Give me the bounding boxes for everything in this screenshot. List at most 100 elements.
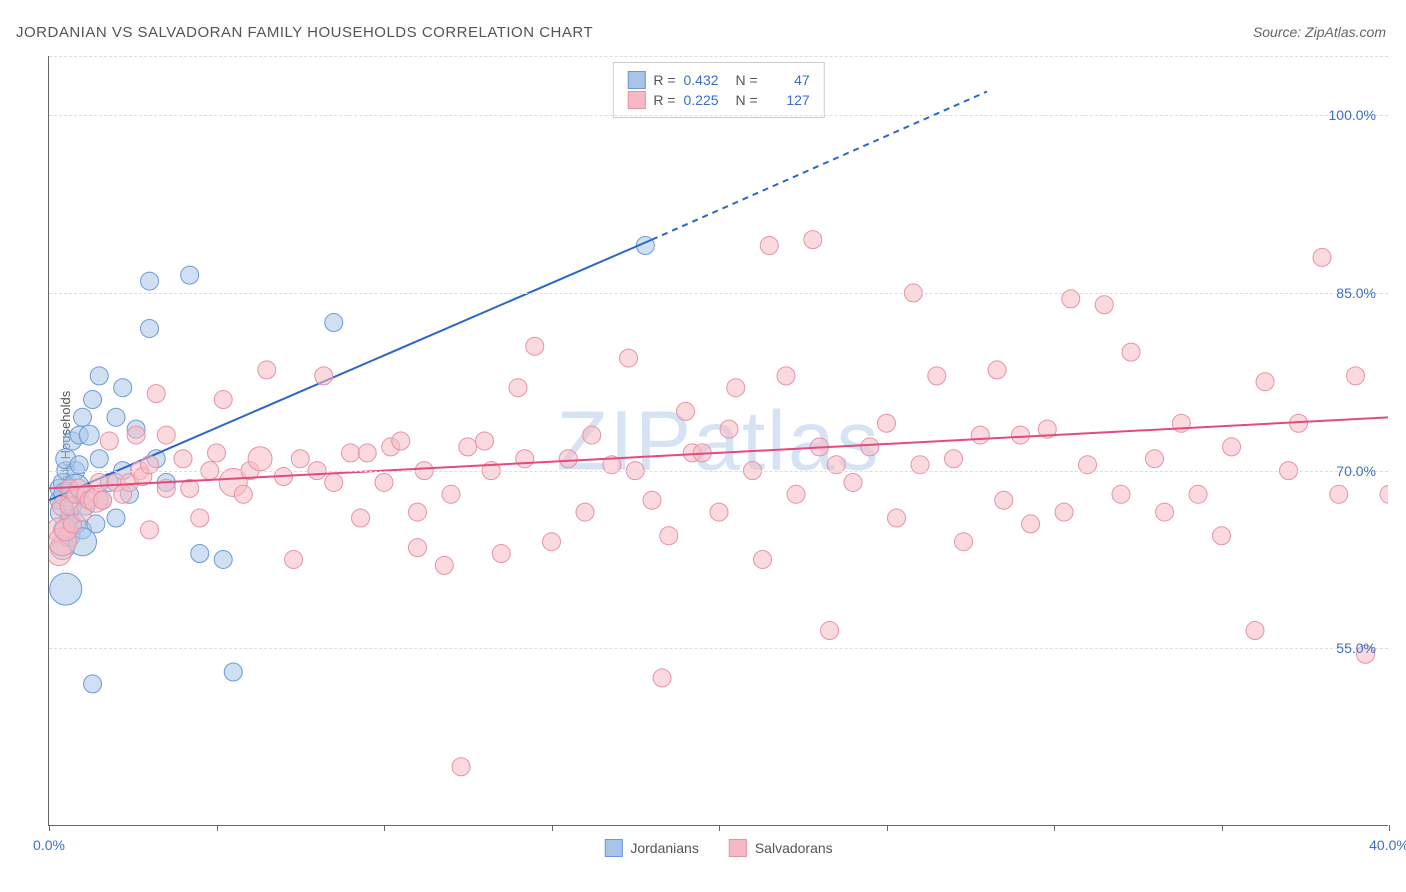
xtick bbox=[217, 825, 218, 831]
plot-area: ZIPatlas R =0.432N =47R =0.225N =127 Jor… bbox=[48, 56, 1388, 826]
legend-n-label: N = bbox=[736, 92, 758, 108]
data-point bbox=[285, 550, 303, 568]
data-point bbox=[50, 573, 82, 605]
data-point bbox=[727, 379, 745, 397]
legend-swatch bbox=[604, 839, 622, 857]
xtick-label: 0.0% bbox=[33, 837, 65, 853]
legend-r-value: 0.225 bbox=[684, 92, 728, 108]
data-point bbox=[214, 391, 232, 409]
data-point bbox=[90, 450, 108, 468]
data-point bbox=[677, 402, 695, 420]
data-point bbox=[583, 426, 601, 444]
data-point bbox=[1112, 485, 1130, 503]
chart-title: JORDANIAN VS SALVADORAN FAMILY HOUSEHOLD… bbox=[16, 24, 593, 41]
data-point bbox=[409, 539, 427, 557]
data-point bbox=[1256, 373, 1274, 391]
legend-stat-row: R = 0.432 N = 47 bbox=[627, 71, 809, 89]
data-point bbox=[325, 473, 343, 491]
data-point bbox=[995, 491, 1013, 509]
xtick bbox=[1222, 825, 1223, 831]
legend-label: Jordanians bbox=[630, 840, 699, 856]
data-point bbox=[94, 491, 112, 509]
data-point bbox=[1055, 503, 1073, 521]
ytick-label: 70.0% bbox=[1336, 463, 1376, 479]
data-point bbox=[325, 314, 343, 332]
data-point bbox=[141, 319, 159, 337]
data-point bbox=[79, 425, 99, 445]
legend-item: Salvadorans bbox=[729, 839, 833, 857]
data-point bbox=[107, 408, 125, 426]
data-point bbox=[107, 509, 125, 527]
legend-stat-row: R = 0.225 N = 127 bbox=[627, 91, 809, 109]
ytick-label: 85.0% bbox=[1336, 285, 1376, 301]
data-point bbox=[1380, 485, 1388, 503]
xtick bbox=[384, 825, 385, 831]
data-point bbox=[576, 503, 594, 521]
data-point bbox=[620, 349, 638, 367]
data-point bbox=[559, 450, 577, 468]
data-point bbox=[452, 758, 470, 776]
data-point bbox=[760, 237, 778, 255]
data-point bbox=[928, 367, 946, 385]
data-point bbox=[442, 485, 460, 503]
data-point bbox=[181, 266, 199, 284]
data-point bbox=[653, 669, 671, 687]
data-point bbox=[492, 545, 510, 563]
chart-container: JORDANIAN VS SALVADORAN FAMILY HOUSEHOLD… bbox=[0, 0, 1406, 892]
data-point bbox=[174, 450, 192, 468]
data-point bbox=[861, 438, 879, 456]
data-point bbox=[945, 450, 963, 468]
data-point bbox=[878, 414, 896, 432]
data-point bbox=[1213, 527, 1231, 545]
data-point bbox=[754, 550, 772, 568]
data-point bbox=[141, 272, 159, 290]
legend-swatch bbox=[729, 839, 747, 857]
data-point bbox=[787, 485, 805, 503]
legend-n-value: 47 bbox=[766, 72, 810, 88]
data-point bbox=[660, 527, 678, 545]
data-point bbox=[208, 444, 226, 462]
legend-n-value: 127 bbox=[766, 92, 810, 108]
data-point bbox=[224, 663, 242, 681]
data-point bbox=[526, 337, 544, 355]
data-point bbox=[392, 432, 410, 450]
chart-svg bbox=[49, 56, 1388, 825]
data-point bbox=[1330, 485, 1348, 503]
data-point bbox=[720, 420, 738, 438]
legend-label: Salvadorans bbox=[755, 840, 833, 856]
data-point bbox=[1347, 367, 1365, 385]
data-point bbox=[409, 503, 427, 521]
data-point bbox=[971, 426, 989, 444]
gridline bbox=[49, 56, 1388, 57]
xtick bbox=[49, 825, 50, 831]
legend-n-label: N = bbox=[736, 72, 758, 88]
data-point bbox=[509, 379, 527, 397]
data-point bbox=[127, 426, 145, 444]
data-point bbox=[821, 622, 839, 640]
data-point bbox=[1146, 450, 1164, 468]
data-point bbox=[157, 426, 175, 444]
data-point bbox=[214, 550, 232, 568]
xtick bbox=[1389, 825, 1390, 831]
data-point bbox=[114, 379, 132, 397]
data-point bbox=[777, 367, 795, 385]
data-point bbox=[248, 447, 272, 471]
legend-r-label: R = bbox=[653, 72, 675, 88]
legend-r-label: R = bbox=[653, 92, 675, 108]
data-point bbox=[315, 367, 333, 385]
data-point bbox=[804, 231, 822, 249]
data-point bbox=[710, 503, 728, 521]
data-point bbox=[543, 533, 561, 551]
data-point bbox=[476, 432, 494, 450]
legend-series: Jordanians Salvadorans bbox=[604, 839, 832, 857]
data-point bbox=[258, 361, 276, 379]
data-point bbox=[147, 385, 165, 403]
data-point bbox=[1189, 485, 1207, 503]
legend-r-value: 0.432 bbox=[684, 72, 728, 88]
data-point bbox=[291, 450, 309, 468]
legend-item: Jordanians bbox=[604, 839, 699, 857]
data-point bbox=[90, 367, 108, 385]
data-point bbox=[141, 521, 159, 539]
ytick-label: 100.0% bbox=[1329, 107, 1376, 123]
data-point bbox=[1095, 296, 1113, 314]
